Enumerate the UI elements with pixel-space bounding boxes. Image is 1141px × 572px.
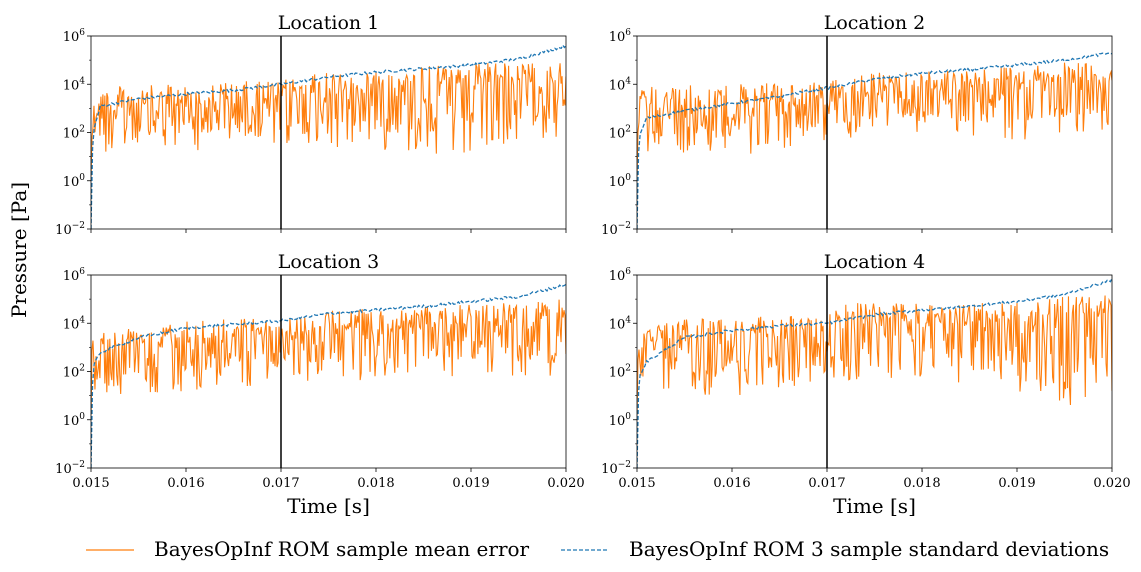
axes-frame bbox=[90, 35, 567, 230]
x-tick-label: 0.019 bbox=[998, 476, 1035, 491]
plot-area bbox=[637, 52, 1112, 229]
panel-title: Location 4 bbox=[824, 251, 926, 273]
x-tick-label: 0.015 bbox=[72, 476, 109, 491]
series-mean-error-line bbox=[637, 295, 1112, 415]
legend: BayesOpInf ROM sample mean error BayesOpI… bbox=[86, 537, 1109, 561]
panel-3: Location 3 10−2 100 102 104 106 0.015 0.016 0.01… bbox=[55, 251, 584, 518]
x-tick-label: 0.018 bbox=[903, 476, 940, 491]
y-tick-label: 100 bbox=[63, 412, 86, 429]
y-tick-label: 100 bbox=[63, 173, 86, 190]
x-axis-label: Time [s] bbox=[833, 494, 916, 518]
series-mean-error-line bbox=[91, 299, 566, 415]
series-std-line bbox=[637, 278, 1112, 468]
y-tick-label: 10−2 bbox=[55, 221, 85, 238]
x-tick-label: 0.018 bbox=[357, 476, 394, 491]
series-mean-error-line bbox=[637, 62, 1112, 176]
panel-1: Location 1 10−2 100 102 104 106 bbox=[55, 12, 567, 238]
y-tick-label: 10−2 bbox=[55, 460, 85, 477]
x-tick-label: 0.017 bbox=[262, 476, 299, 491]
y-tick-label: 106 bbox=[63, 267, 86, 284]
panel-title: Location 1 bbox=[278, 12, 380, 34]
axes-frame bbox=[636, 274, 1113, 469]
y-tick-label: 100 bbox=[609, 412, 632, 429]
plot-area bbox=[637, 278, 1112, 468]
y-tick-label: 104 bbox=[63, 315, 86, 332]
panel-4: Location 4 10−2 100 102 104 106 0.015 0.016 0.01… bbox=[601, 251, 1130, 518]
plot-area bbox=[91, 283, 566, 468]
x-tick-label: 0.016 bbox=[713, 476, 750, 491]
legend-entry: BayesOpInf ROM sample mean error bbox=[86, 537, 530, 561]
y-tick-label: 102 bbox=[609, 125, 631, 142]
y-tick-label: 102 bbox=[609, 364, 631, 381]
panels: Location 1 10−2 100 102 104 106 Location 2 10−2… bbox=[55, 12, 1130, 518]
y-tick-label: 106 bbox=[63, 28, 86, 45]
legend-label: BayesOpInf ROM 3 sample standard deviati… bbox=[629, 537, 1109, 561]
x-tick-label: 0.019 bbox=[452, 476, 489, 491]
y-tick-label: 104 bbox=[609, 76, 632, 93]
legend-label: BayesOpInf ROM sample mean error bbox=[154, 537, 530, 561]
plot-area bbox=[91, 44, 566, 229]
x-tick-label: 0.017 bbox=[808, 476, 845, 491]
x-tick-label: 0.016 bbox=[167, 476, 204, 491]
y-tick-label: 106 bbox=[609, 28, 632, 45]
axes-frame bbox=[90, 274, 567, 469]
x-tick-label: 0.020 bbox=[547, 476, 584, 491]
panel-title: Location 2 bbox=[824, 12, 926, 34]
y-tick-label: 10−2 bbox=[601, 221, 631, 238]
x-tick-label: 0.020 bbox=[1093, 476, 1130, 491]
series-std-line bbox=[637, 52, 1112, 229]
y-axis-label: Pressure [Pa] bbox=[7, 182, 31, 318]
x-axis-label: Time [s] bbox=[287, 494, 370, 518]
series-std-line bbox=[91, 283, 566, 468]
y-tick-label: 104 bbox=[609, 315, 632, 332]
panel-2: Location 2 10−2 100 102 104 106 bbox=[601, 12, 1113, 238]
y-tick-label: 102 bbox=[63, 125, 85, 142]
y-tick-label: 10−2 bbox=[601, 460, 631, 477]
y-tick-label: 104 bbox=[63, 76, 86, 93]
y-tick-label: 106 bbox=[609, 267, 632, 284]
panel-title: Location 3 bbox=[278, 251, 380, 273]
y-tick-label: 102 bbox=[63, 364, 85, 381]
series-std-line bbox=[91, 44, 566, 229]
y-tick-label: 100 bbox=[609, 173, 632, 190]
series-mean-error-line bbox=[91, 63, 566, 176]
x-tick-label: 0.015 bbox=[618, 476, 655, 491]
legend-entry: BayesOpInf ROM 3 sample standard deviati… bbox=[561, 537, 1109, 561]
